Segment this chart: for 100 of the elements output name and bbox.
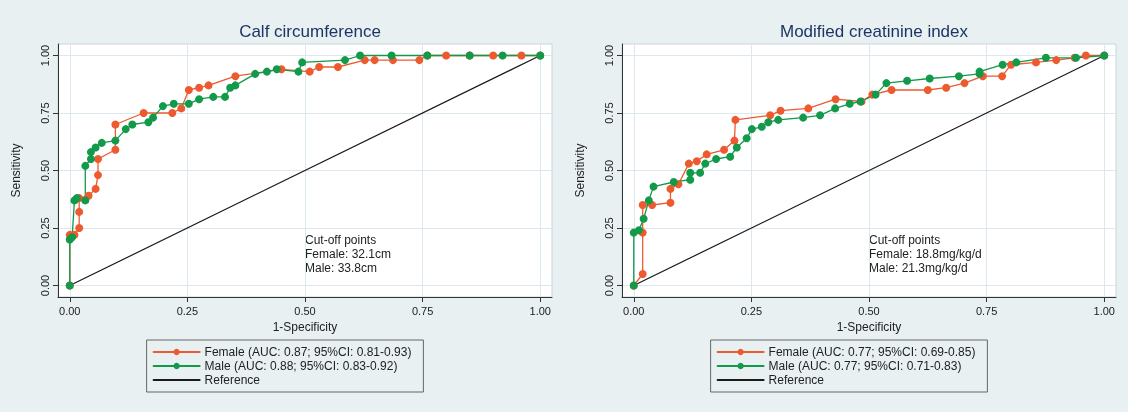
point xyxy=(177,104,186,113)
point xyxy=(903,76,912,85)
point xyxy=(489,51,498,60)
point xyxy=(139,109,148,117)
point xyxy=(701,159,710,168)
annotation: Cut-off points Female: 32.1cm Male: 33.8cm xyxy=(305,233,392,275)
point xyxy=(298,58,307,67)
point xyxy=(692,157,701,166)
point xyxy=(387,51,396,60)
point xyxy=(696,168,705,177)
point xyxy=(669,178,678,186)
point xyxy=(644,196,653,205)
point xyxy=(94,171,102,180)
point xyxy=(75,207,84,216)
point xyxy=(776,106,785,115)
point xyxy=(960,79,969,88)
point xyxy=(634,226,643,235)
point xyxy=(75,224,84,232)
x-axis-title: 1-Specificity xyxy=(836,319,902,334)
x-tick-label: 0.00 xyxy=(623,304,645,317)
point xyxy=(954,72,963,81)
point xyxy=(712,155,721,163)
point xyxy=(684,159,693,168)
point xyxy=(204,81,213,90)
x-tick-label: 0.75 xyxy=(411,304,434,317)
point xyxy=(97,138,106,147)
y-axis-title: Sensitivity xyxy=(9,143,23,198)
point xyxy=(498,51,507,60)
point xyxy=(747,125,756,134)
point xyxy=(169,99,178,108)
point xyxy=(128,120,137,129)
point xyxy=(184,86,193,94)
point xyxy=(294,67,303,76)
legend-label: Male (AUC: 0.77; 95%CI: 0.71-0.83) xyxy=(768,359,962,373)
point xyxy=(333,63,342,71)
y-tick-label: 0.25 xyxy=(38,217,51,239)
point xyxy=(923,86,932,94)
point xyxy=(1012,58,1021,67)
point xyxy=(360,56,369,65)
point xyxy=(639,214,648,223)
legend-label: Male (AUC: 0.88; 95%CI: 0.83-0.92) xyxy=(204,359,398,373)
point xyxy=(91,143,100,152)
point xyxy=(305,67,314,76)
point xyxy=(882,79,891,88)
x-tick-label: 0.00 xyxy=(59,304,81,317)
y-tick-label: 0.75 xyxy=(38,102,51,124)
point xyxy=(764,118,773,127)
legend-label: Reference xyxy=(204,373,261,387)
x-tick-label: 1.00 xyxy=(1093,304,1115,317)
x-tick-label: 0.25 xyxy=(176,304,199,317)
point xyxy=(887,86,896,94)
point xyxy=(1041,53,1050,62)
point xyxy=(231,81,240,90)
y-axis-title: Sensitivity xyxy=(573,143,587,198)
point xyxy=(149,113,158,122)
point xyxy=(231,72,240,81)
point xyxy=(415,56,424,65)
point xyxy=(766,111,775,120)
y-tick-label: 1.00 xyxy=(602,44,615,67)
point xyxy=(341,56,349,65)
point xyxy=(730,136,739,145)
point xyxy=(942,83,951,92)
point xyxy=(121,125,130,134)
point xyxy=(998,60,1007,69)
point xyxy=(195,95,204,104)
y-tick-label: 1.00 xyxy=(38,44,51,67)
point xyxy=(209,92,218,101)
point xyxy=(184,99,193,108)
point xyxy=(86,155,95,163)
point xyxy=(315,63,324,71)
x-tick-label: 1.00 xyxy=(529,304,551,317)
point xyxy=(702,150,711,159)
legend-label: Female (AUC: 0.87; 95%CI: 0.81-0.93) xyxy=(204,345,412,359)
point xyxy=(221,92,230,101)
point xyxy=(158,102,167,111)
point xyxy=(925,74,934,83)
chart-title: Calf circumference xyxy=(239,22,381,41)
x-axis-title: 1-Specificity xyxy=(272,319,338,334)
point xyxy=(686,168,695,177)
point xyxy=(1081,51,1090,60)
legend-label: Reference xyxy=(768,373,825,387)
point xyxy=(720,145,729,154)
point xyxy=(731,115,740,124)
y-tick-label: 0.00 xyxy=(38,274,51,297)
point xyxy=(799,113,808,122)
point xyxy=(726,152,735,161)
point xyxy=(1052,56,1061,65)
point xyxy=(262,67,271,76)
point xyxy=(81,161,90,170)
point xyxy=(356,51,365,60)
point xyxy=(272,65,281,74)
point xyxy=(831,95,840,104)
point xyxy=(442,51,451,60)
point xyxy=(831,104,840,113)
point xyxy=(1032,58,1041,67)
point xyxy=(111,145,120,154)
point xyxy=(195,83,204,92)
point xyxy=(370,56,379,65)
point xyxy=(86,148,95,157)
point xyxy=(686,175,695,184)
